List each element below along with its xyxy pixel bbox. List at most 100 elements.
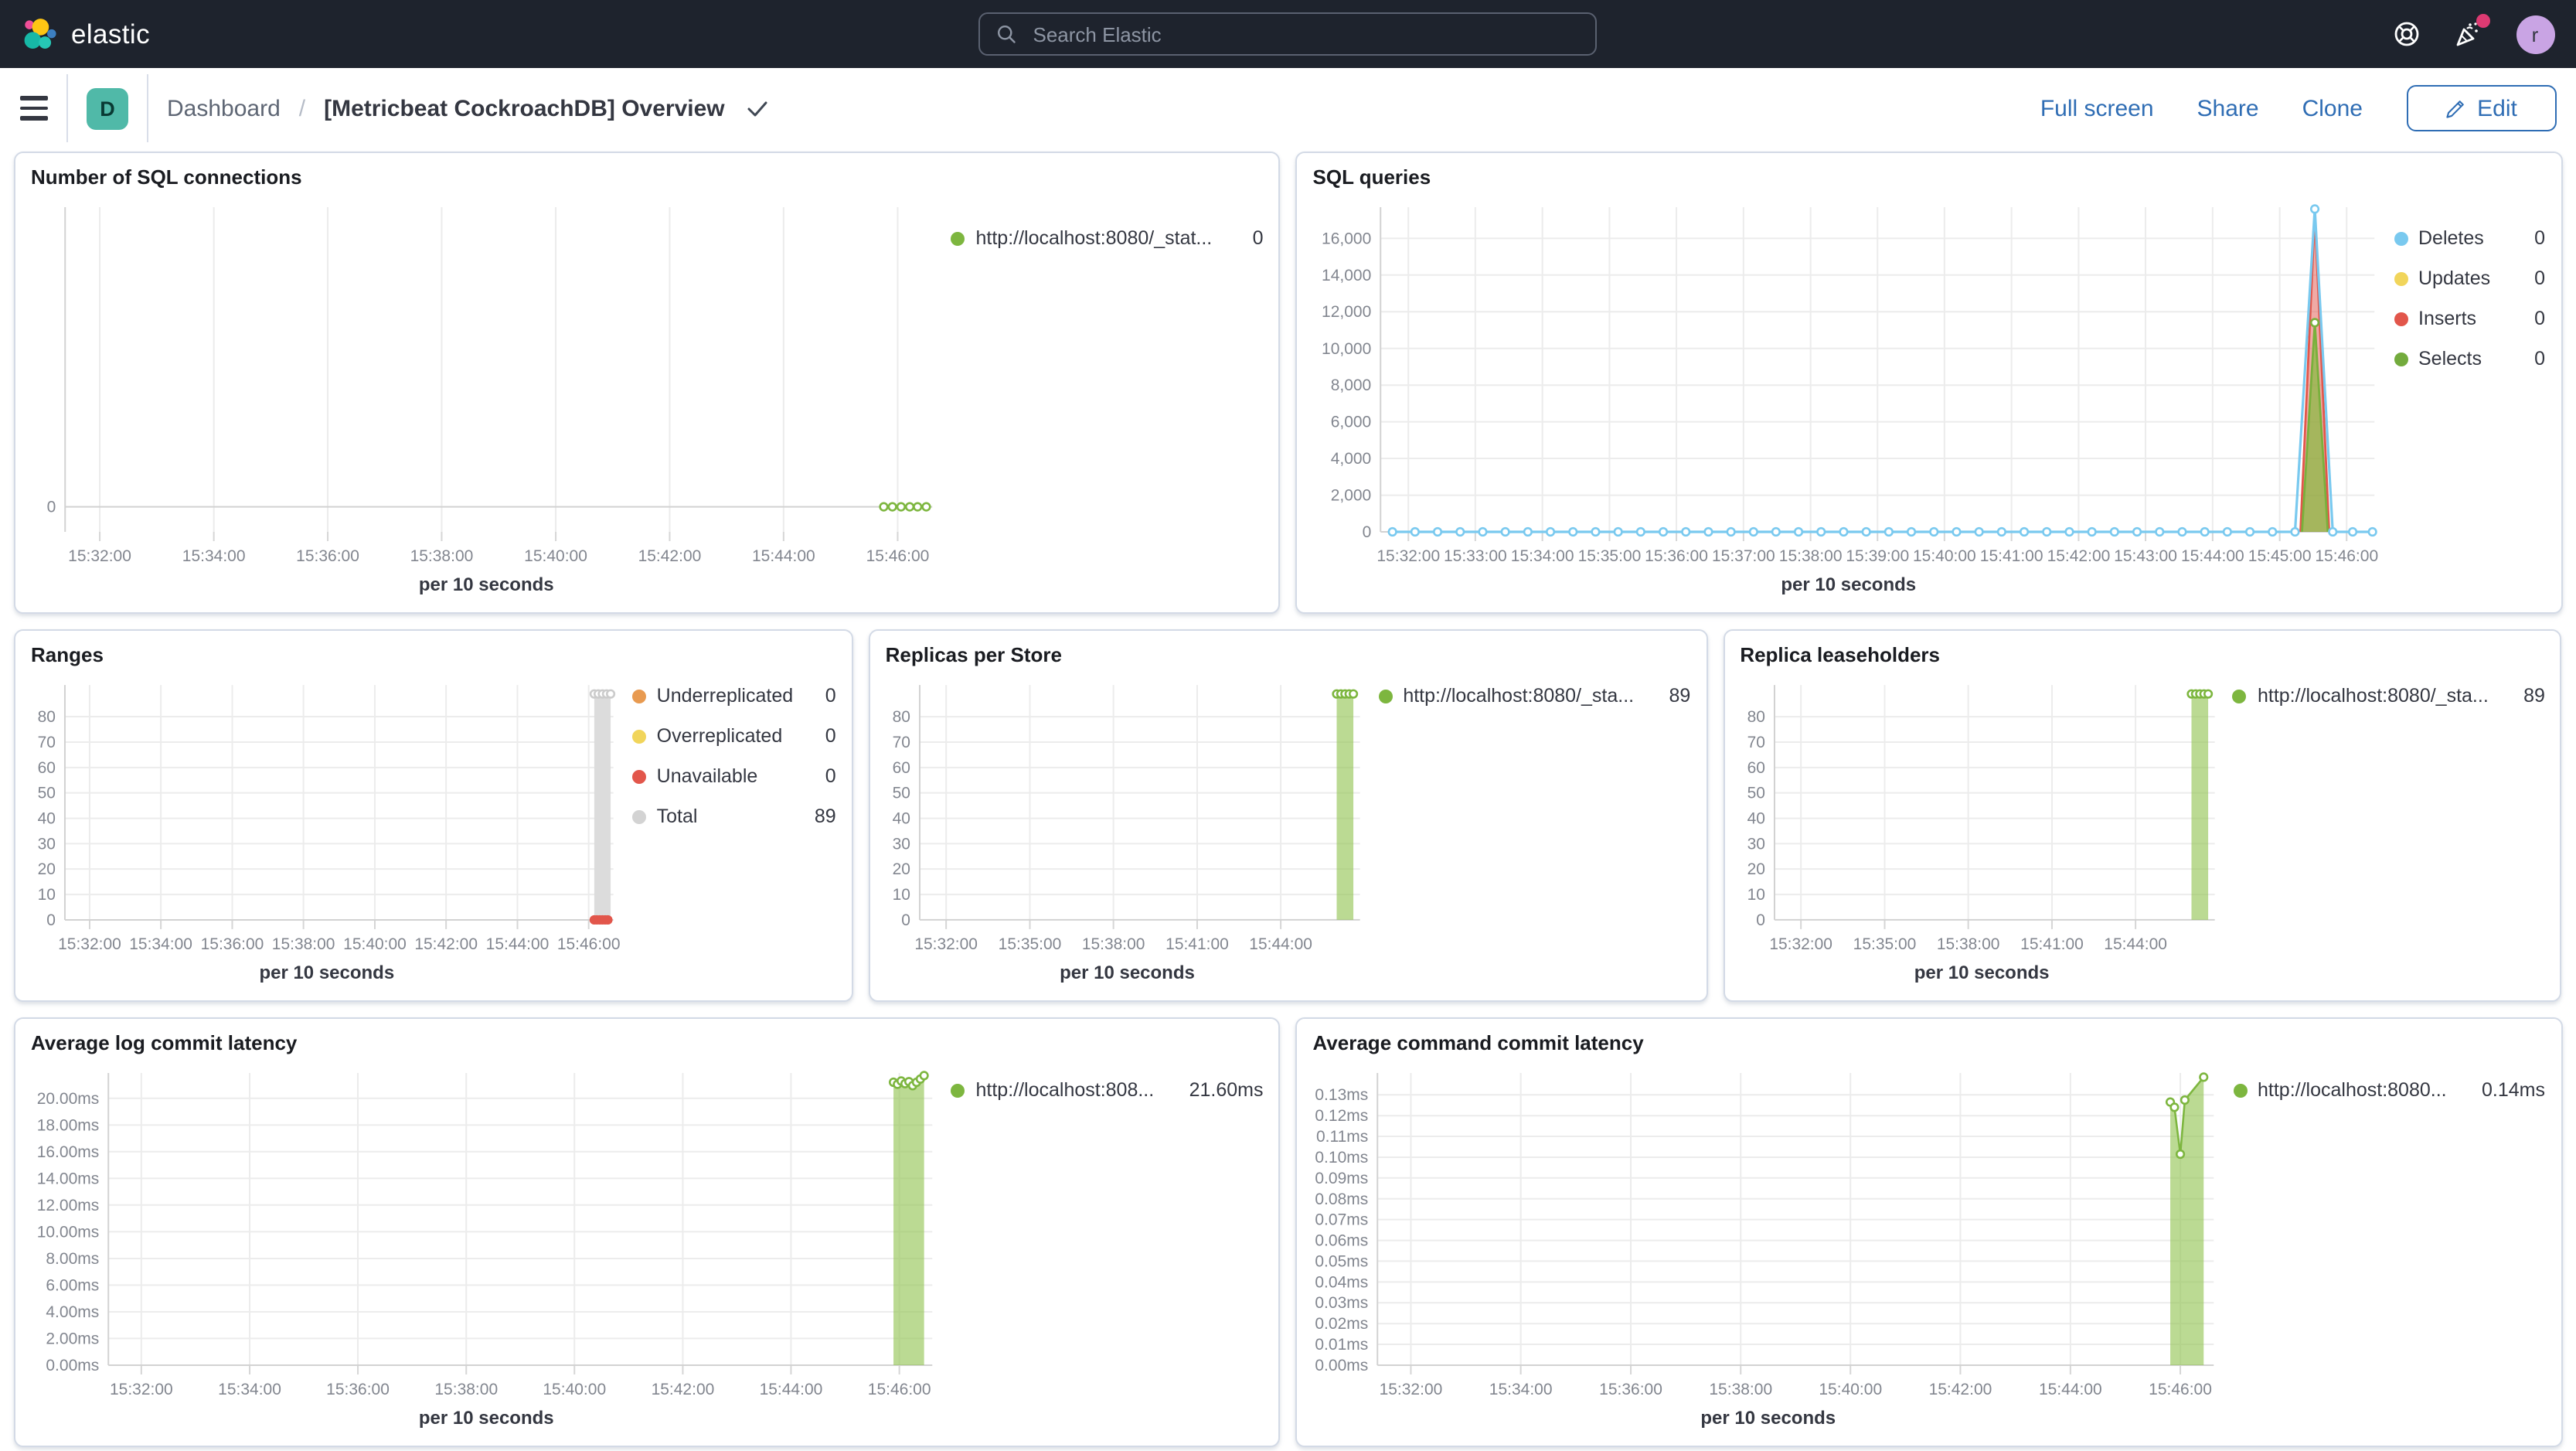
svg-text:40: 40 <box>892 810 910 828</box>
svg-text:0.01ms: 0.01ms <box>1315 1336 1369 1354</box>
svg-text:4,000: 4,000 <box>1331 450 1372 468</box>
svg-text:15:34:00: 15:34:00 <box>218 1381 281 1398</box>
legend-item[interactable]: Inserts 0 <box>2394 308 2545 329</box>
divider <box>147 74 148 142</box>
edit-button[interactable]: Edit <box>2406 85 2556 131</box>
svg-text:15:34:00: 15:34:00 <box>182 547 246 565</box>
svg-text:15:44:00: 15:44:00 <box>752 547 815 565</box>
help-button[interactable] <box>2392 20 2420 48</box>
chart-average-log-commit-latency[interactable]: 15:32:00 15:34:00 15:36:00 15:38:00 15:40:00… <box>22 1058 951 1402</box>
panel-average-command-commit-latency: Average command commit latency 15:32:00 1… <box>1295 1017 2562 1447</box>
svg-text:15:32:00: 15:32:00 <box>1769 935 1832 953</box>
legend: http://localhost:8080/_stat... 0 <box>951 189 1279 612</box>
search-input[interactable] <box>1029 21 1581 47</box>
panel-ranges: Ranges 15:32:00 15:34:00 15:36:00 15:38:00 1… <box>14 629 853 1002</box>
legend-label: Inserts <box>2418 308 2477 329</box>
svg-text:60: 60 <box>892 759 910 777</box>
legend-value: 0 <box>2534 308 2545 329</box>
legend-dot <box>2394 312 2408 325</box>
legend-value: 89 <box>2523 685 2545 707</box>
legend-dot <box>2394 231 2408 245</box>
svg-text:8.00ms: 8.00ms <box>46 1250 99 1268</box>
legend-item[interactable]: Deletes 0 <box>2394 227 2545 249</box>
svg-text:0: 0 <box>1363 523 1372 541</box>
legend-item[interactable]: Selects 0 <box>2394 348 2545 370</box>
svg-text:0.00ms: 0.00ms <box>1315 1357 1369 1374</box>
svg-text:10.00ms: 10.00ms <box>37 1223 100 1241</box>
svg-text:18.00ms: 18.00ms <box>37 1116 100 1134</box>
svg-text:40: 40 <box>38 810 56 828</box>
svg-text:0.10ms: 0.10ms <box>1315 1149 1369 1167</box>
legend: http://localhost:8080/_sta... 89 <box>2232 666 2561 1000</box>
news-button[interactable] <box>2454 14 2489 48</box>
svg-text:15:43:00: 15:43:00 <box>2115 547 2178 565</box>
svg-text:15:44:00: 15:44:00 <box>2039 1381 2102 1398</box>
svg-text:80: 80 <box>1747 708 1764 726</box>
legend-dot <box>2394 352 2408 366</box>
legend-dot <box>2394 271 2408 285</box>
legend-item[interactable]: http://localhost:8080... 0.14ms <box>2233 1079 2545 1101</box>
svg-text:6,000: 6,000 <box>1331 414 1372 431</box>
legend-item[interactable]: Updates 0 <box>2394 267 2545 289</box>
legend-item[interactable]: Unavailable 0 <box>631 765 836 787</box>
svg-text:15:41:00: 15:41:00 <box>1165 935 1229 953</box>
global-search[interactable] <box>978 12 1598 56</box>
svg-text:15:46:00: 15:46:00 <box>866 547 930 565</box>
legend-label: http://localhost:808... <box>975 1079 1155 1101</box>
svg-text:15:36:00: 15:36:00 <box>326 1381 390 1398</box>
svg-text:15:42:00: 15:42:00 <box>2047 547 2111 565</box>
x-axis-title: per 10 seconds <box>418 574 554 595</box>
share-button[interactable]: Share <box>2197 95 2259 121</box>
svg-text:15:34:00: 15:34:00 <box>1489 1381 1553 1398</box>
svg-text:15:44:00: 15:44:00 <box>1249 935 1312 953</box>
svg-text:15:36:00: 15:36:00 <box>296 547 359 565</box>
clone-button[interactable]: Clone <box>2302 95 2363 121</box>
chart-average-command-commit-latency[interactable]: 15:32:00 15:34:00 15:36:00 15:38:00 15:40:00… <box>1304 1058 2234 1402</box>
svg-text:15:34:00: 15:34:00 <box>1511 547 1574 565</box>
svg-text:50: 50 <box>1747 785 1764 802</box>
title-menu-button[interactable] <box>747 100 768 117</box>
chart-number-of-sql-connections[interactable]: 15:32:00 15:34:00 15:36:00 15:38:00 15:40:00… <box>22 192 951 569</box>
legend-dot <box>1378 689 1393 703</box>
legend-dot <box>631 729 646 743</box>
chart-replica-leaseholders[interactable]: 15:32:00 15:35:00 15:38:00 15:41:00 15:44:00… <box>1730 669 2233 957</box>
legend-value: 89 <box>1669 685 1691 707</box>
legend-item[interactable]: Total 89 <box>631 806 836 827</box>
svg-text:15:32:00: 15:32:00 <box>1377 547 1441 565</box>
full-screen-button[interactable]: Full screen <box>2040 95 2154 121</box>
legend: http://localhost:8080... 0.14ms <box>2233 1054 2561 1446</box>
legend-item[interactable]: http://localhost:8080/_sta... 89 <box>1378 685 1690 707</box>
legend: http://localhost:8080/_sta... 89 <box>1378 666 1706 1000</box>
svg-text:50: 50 <box>892 785 910 802</box>
chart-ranges[interactable]: 15:32:00 15:34:00 15:36:00 15:38:00 15:40:00… <box>22 669 632 957</box>
legend-item[interactable]: http://localhost:8080/_stat... 0 <box>951 227 1264 249</box>
svg-text:0.03ms: 0.03ms <box>1315 1294 1369 1312</box>
svg-text:15:38:00: 15:38:00 <box>1081 935 1145 953</box>
chart-replicas-per-store[interactable]: 15:32:00 15:35:00 15:38:00 15:41:00 15:44:00… <box>876 669 1379 957</box>
legend-value: 0 <box>2534 227 2545 249</box>
svg-text:15:40:00: 15:40:00 <box>543 1381 606 1398</box>
svg-text:0.02ms: 0.02ms <box>1315 1315 1369 1333</box>
svg-text:80: 80 <box>892 708 910 726</box>
svg-text:20.00ms: 20.00ms <box>37 1090 100 1108</box>
legend-dot <box>951 231 965 245</box>
menu-button[interactable] <box>20 96 48 121</box>
svg-text:15:37:00: 15:37:00 <box>1712 547 1775 565</box>
svg-text:15:42:00: 15:42:00 <box>652 1381 715 1398</box>
legend-item[interactable]: http://localhost:808... 21.60ms <box>951 1079 1264 1101</box>
legend-value: 0.14ms <box>2482 1079 2545 1101</box>
legend-item[interactable]: Overreplicated 0 <box>631 725 836 747</box>
legend-item[interactable]: http://localhost:8080/_sta... 89 <box>2232 685 2545 707</box>
svg-text:0.11ms: 0.11ms <box>1316 1128 1368 1146</box>
party-popper-icon <box>2455 22 2477 46</box>
app-badge[interactable]: D <box>87 87 128 129</box>
legend: http://localhost:808... 21.60ms <box>951 1054 1279 1446</box>
elastic-logo[interactable]: elastic <box>22 16 150 52</box>
svg-text:15:38:00: 15:38:00 <box>1710 1381 1773 1398</box>
svg-text:15:33:00: 15:33:00 <box>1444 547 1507 565</box>
user-avatar[interactable]: r <box>2516 15 2554 53</box>
breadcrumb-dashboard[interactable]: Dashboard <box>167 95 281 121</box>
svg-text:15:36:00: 15:36:00 <box>201 935 264 953</box>
legend-item[interactable]: Underreplicated 0 <box>631 685 836 707</box>
chart-sql-queries[interactable]: 15:32:00 15:33:00 15:34:00 15:35:00 15:36:00… <box>1304 192 2394 569</box>
